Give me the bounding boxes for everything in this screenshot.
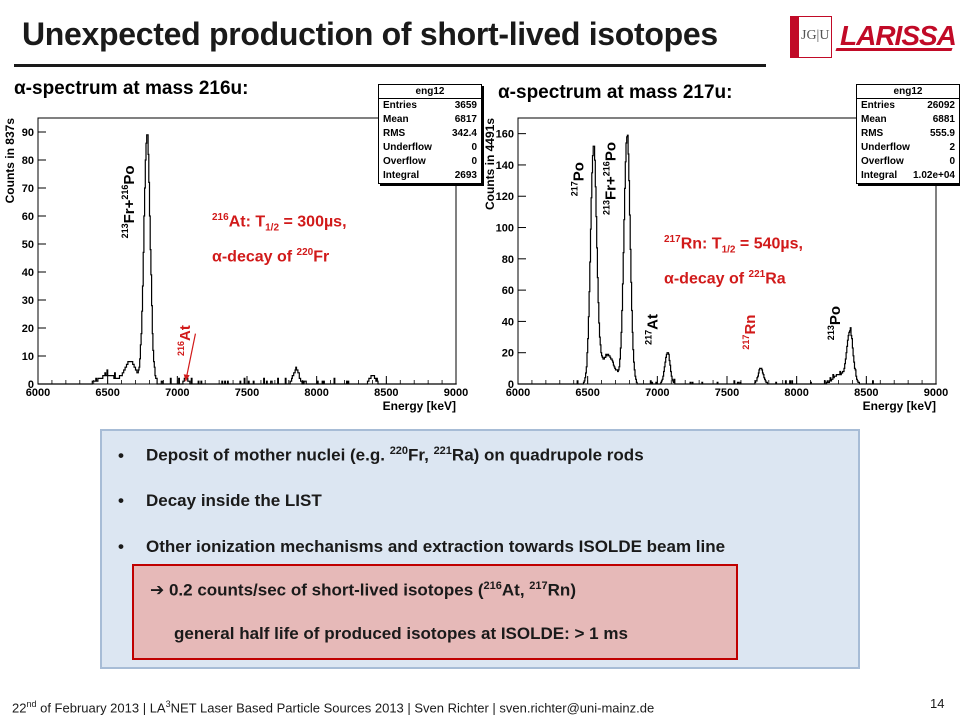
footer: 22nd of February 2013 | LA3NET Laser Bas… <box>12 699 655 716</box>
peak-label-text: 213Po <box>826 306 844 340</box>
spectrum-line <box>38 134 457 385</box>
stats-row: Mean 6817 <box>383 114 477 125</box>
chart1-stats-box: eng12 Entries 3659 Mean 6817 RMS 342.4 Underfl… <box>378 84 482 184</box>
y-tick-label: 40 <box>502 316 514 328</box>
y-tick-label: 0 <box>508 379 514 391</box>
x-axis-label: Energy [keV] <box>383 399 456 413</box>
y-tick-label: 100 <box>496 223 514 235</box>
x-tick-label: 8500 <box>854 387 878 399</box>
page-number: 14 <box>930 696 945 711</box>
y-tick-label: 70 <box>22 183 34 195</box>
stats-row: Entries 26092 <box>861 100 955 111</box>
y-tick-label: 140 <box>496 160 514 172</box>
y-axis-label: Counts in 837s <box>3 118 17 204</box>
peak-label-text: 217At <box>643 314 661 345</box>
stats-row: Overflow 0 <box>861 156 955 167</box>
jgu-logo-text: JG|U <box>801 28 830 43</box>
stats-row: Overflow 0 <box>383 156 477 167</box>
y-tick-label: 80 <box>22 155 34 167</box>
y-tick-label: 80 <box>502 254 514 266</box>
highlight-box: ➔ 0.2 counts/sec of short-lived isotopes… <box>132 564 738 660</box>
highlight-line-1: ➔ 0.2 counts/sec of short-lived isotopes… <box>150 580 576 600</box>
x-tick-label: 9000 <box>924 387 948 399</box>
y-tick-label: 30 <box>22 295 34 307</box>
bullet-3: • Other ionization mechanisms and extract… <box>118 537 726 556</box>
spectrum-line <box>518 134 937 385</box>
x-tick-label: 6000 <box>506 387 530 399</box>
x-tick-label: 6500 <box>575 387 599 399</box>
highlight-line-2: general half life of produced isotopes a… <box>174 624 628 643</box>
arrow-head <box>183 374 190 382</box>
title-rule <box>14 64 766 67</box>
y-tick-label: 160 <box>496 129 514 141</box>
stats-row: Integral 1.02e+04 <box>861 170 955 181</box>
peak-label-text: 216At <box>176 325 194 356</box>
x-tick-label: 8000 <box>784 387 808 399</box>
stats-row: Entries 3659 <box>383 100 477 111</box>
arrow-line <box>185 333 197 382</box>
peak-label: 213Fr+216Po <box>120 165 138 238</box>
y-tick-label: 90 <box>22 127 34 139</box>
x-tick-label: 7000 <box>645 387 669 399</box>
y-axis-label: Counts in 4491s <box>483 118 497 210</box>
y-tick-label: 0 <box>28 379 34 391</box>
peak-label: 217Po <box>569 162 587 196</box>
peak-label: 213Fr+216Po <box>602 142 620 215</box>
larissa-logo: LARISSA <box>835 18 957 58</box>
chart2-stats-box: eng12 Entries 26092 Mean 6881 RMS 555.9 Underf… <box>856 84 960 184</box>
peak-label: 217At <box>643 314 661 345</box>
stats-row: RMS 555.9 <box>861 128 955 139</box>
slide-title: Unexpected production of short-lived iso… <box>22 16 718 52</box>
peak-label-text: 213Fr+216Po <box>120 165 138 238</box>
peak-label-text: 217Rn <box>741 315 759 350</box>
chart1-annotation: 216At: T1/2 = 300µs, α-decay of 220Fr <box>212 212 347 265</box>
stats-row: RMS 342.4 <box>383 128 477 139</box>
bullet-2: • Decay inside the LIST <box>118 491 322 510</box>
y-tick-label: 60 <box>22 211 34 223</box>
bullet-1: • Deposit of mother nuclei (e.g. 220Fr, 2… <box>118 445 644 465</box>
larissa-logo-text: LARISSA <box>840 20 957 51</box>
x-tick-label: 6000 <box>26 387 50 399</box>
peak-label: 217Rn <box>741 315 759 350</box>
x-tick-label: 7500 <box>235 387 259 399</box>
y-tick-label: 40 <box>22 267 34 279</box>
y-tick-label: 20 <box>502 348 514 360</box>
x-tick-label: 8500 <box>374 387 398 399</box>
y-tick-label: 120 <box>496 191 514 203</box>
x-tick-label: 7000 <box>165 387 189 399</box>
arrow-icon: ➔ <box>150 580 165 600</box>
stats-row: Underflow 0 <box>383 142 477 153</box>
chart2-stats-title: eng12 <box>857 85 959 99</box>
y-tick-label: 60 <box>502 285 514 297</box>
chart1-subtitle: α-spectrum at mass 216u: <box>14 78 249 99</box>
x-tick-label: 6500 <box>95 387 119 399</box>
y-tick-label: 10 <box>22 351 34 363</box>
peak-label: 216At <box>176 325 194 356</box>
peak-label: 213Po <box>826 306 844 340</box>
x-tick-label: 7500 <box>715 387 739 399</box>
stats-row: Underflow 2 <box>861 142 955 153</box>
x-tick-label: 9000 <box>444 387 468 399</box>
x-axis-label: Energy [keV] <box>863 399 936 413</box>
y-tick-label: 20 <box>22 323 34 335</box>
chart2-subtitle: α-spectrum at mass 217u: <box>498 82 733 103</box>
stats-row: Integral 2693 <box>383 170 477 181</box>
peak-label-text: 213Fr+216Po <box>602 142 620 215</box>
peak-label-text: 217Po <box>569 162 587 196</box>
jgu-logo: JG|U <box>790 16 832 58</box>
y-tick-label: 50 <box>22 239 34 251</box>
x-tick-label: 8000 <box>304 387 328 399</box>
chart1-stats-title: eng12 <box>379 85 481 99</box>
stats-row: Mean 6881 <box>861 114 955 125</box>
chart2-annotation: 217Rn: T1/2 = 540µs, α-decay of 221Ra <box>664 234 803 287</box>
